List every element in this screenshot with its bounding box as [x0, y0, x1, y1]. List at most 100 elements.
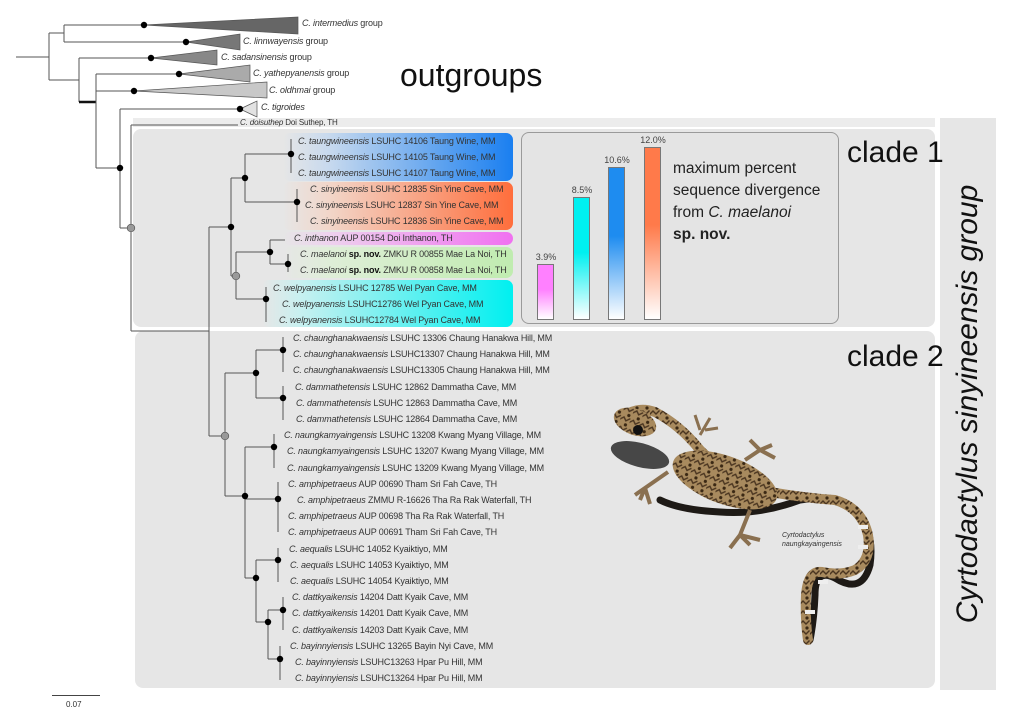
species-name: C. bayinnyiensis: [295, 673, 359, 683]
support-node-dot: [274, 556, 282, 564]
group-suffix: group: [326, 68, 350, 78]
support-node-dot: [241, 174, 249, 182]
support-node-dot: [276, 655, 284, 663]
tip-label: C. taungwineensis LSUHC 14106 Taung Wine…: [298, 135, 496, 147]
specimen-locality: LSUHC 13208 Kwang Myang Village, MM: [379, 430, 541, 440]
support-node-dot: [252, 574, 260, 582]
species-name: C. amphipetraeus: [288, 527, 357, 537]
collapsed-clade-triangle: [239, 100, 258, 118]
specimen-locality: LSUHC13305 Chaung Hanakwa Hill, MM: [390, 365, 550, 375]
specimen-locality: LSUHC 14106 Taung Wine, MM: [371, 136, 496, 146]
legend-line-1: maximum percent: [673, 160, 797, 177]
support-node-dot: [293, 198, 301, 206]
specimen-locality: LSUHC 12862 Dammatha Cave, MM: [372, 382, 517, 392]
support-node-dot: [130, 87, 138, 95]
specimen-locality: LSUHC 14053 Kyaiktiyo, MM: [335, 560, 449, 570]
tip-label: C. dattkyaikensis 14203 Datt Kyaik Cave,…: [292, 624, 468, 636]
support-node-dot: [175, 70, 183, 78]
specimen-locality: LSUHC 14107 Taung Wine, MM: [371, 168, 496, 178]
specimen-locality: LSUHC 12837 Sin Yine Cave, MM: [365, 200, 499, 210]
specimen-locality: LSUHC 14052 Kyaiktiyo, MM: [334, 544, 448, 554]
support-node-dot: [264, 618, 272, 626]
specimen-locality: LSUHC 12835 Sin Yine Cave, MM: [370, 184, 504, 194]
species-name: C. doisuthep: [240, 118, 284, 127]
tip-label: C. aequalis LSUHC 14054 Kyaiktiyo, MM: [290, 575, 449, 587]
tip-label: C. dammathetensis LSUHC 12863 Dammatha C…: [296, 397, 517, 409]
tip-label: C. welpyanensis LSUHC12784 Wel Pyan Cave…: [279, 314, 481, 326]
highlight-sinyineensis: [283, 182, 513, 230]
tip-label: C. sinyineensis LSUHC 12836 Sin Yine Cav…: [310, 215, 504, 227]
support-node-dot: [279, 606, 287, 614]
outgroup-label-linnwayensis: C. linnwayensis group: [243, 35, 328, 47]
legend-prefix: from: [673, 204, 709, 221]
doisuthep-strip: [133, 118, 935, 127]
specimen-locality: LSUHC 12836 Sin Yine Cave, MM: [370, 216, 504, 226]
species-name: C. tigroides: [261, 102, 305, 112]
species-name: C. amphipetraeus: [288, 511, 357, 521]
highlight-taungwineensis: [283, 133, 513, 181]
bar-value-label: 8.5%: [571, 185, 593, 196]
tip-label: C. aequalis LSUHC 14053 Kyaiktiyo, MM: [290, 559, 449, 571]
legend-line-4: sp. nov.: [673, 226, 731, 243]
specimen-locality: LSUHC13264 Hpar Pu Hill, MM: [360, 673, 483, 683]
species-name: C. sinyineensis: [305, 200, 364, 210]
species-name: C. aequalis: [290, 560, 334, 570]
outgroup-label-yathepyanensis: C. yathepyanensis group: [253, 67, 349, 79]
species-name: C. linnwayensis: [243, 36, 304, 46]
support-node-dot: [274, 495, 282, 503]
weak-support-node-dot: [220, 431, 230, 441]
species-name: C. naungkamyaingensis: [287, 446, 380, 456]
chart-legend: maximum percent sequence divergence from…: [673, 158, 820, 246]
specimen-locality: LSUHC12786 Wel Pyan Cave, MM: [347, 299, 484, 309]
specimen-locality: LSUHC 12863 Dammatha Cave, MM: [373, 398, 518, 408]
outgroup-label-sadansinensis: C. sadansinensis group: [221, 51, 312, 63]
tip-label: C. dammathetensis LSUHC 12864 Dammatha C…: [296, 413, 517, 425]
species-name: C. dattkyaikensis: [292, 625, 358, 635]
tip-label: C. chaunghanakwaensis LSUHC13305 Chaung …: [293, 364, 550, 376]
support-node-dot: [270, 443, 278, 451]
support-node-dot: [227, 223, 235, 231]
tip-label: C. naungkamyaingensis LSUHC 13209 Kwang …: [287, 462, 544, 474]
group-suffix: group: [360, 18, 383, 28]
species-name: C. yathepyanensis: [253, 68, 325, 78]
outgroup-label-oldhmai: C. oldhmai group: [269, 84, 335, 96]
specimen-locality: 14204 Datt Kyaik Cave, MM: [359, 592, 469, 602]
specimen-locality: 14201 Datt Kyaik Cave, MM: [359, 608, 469, 618]
species-name: C. sinyineensis: [310, 184, 369, 194]
caption-line-1: Cyrtodactylus: [782, 532, 825, 539]
support-node-dot: [182, 38, 190, 46]
outgroup-label-tigroides: C. tigroides: [261, 101, 305, 113]
outgroup-label-intermedius: C. intermedius group: [302, 17, 383, 29]
support-node-dot: [140, 21, 148, 29]
group-suffix: group: [289, 52, 312, 62]
specimen-locality: LSUHC 12785 Wel Pyan Cave, MM: [338, 283, 477, 293]
divergence-bar: [537, 263, 554, 320]
species-name: C. inthanon: [294, 233, 339, 243]
gecko-photo: [610, 404, 875, 645]
species-name: C. intermedius: [302, 18, 358, 28]
bar-value-label: 3.9%: [535, 251, 557, 262]
divergence-bar: [573, 197, 590, 320]
specimen-locality: AUP 00690 Tham Sri Fah Cave, TH: [358, 479, 498, 489]
support-node-dot: [279, 394, 287, 402]
specimen-locality: 14203 Datt Kyaik Cave, MM: [359, 625, 469, 635]
tip-label: C. amphipetraeus ZMMU R-16626 Tha Ra Rak…: [297, 494, 531, 506]
clade1-title: clade 1: [847, 136, 944, 169]
specimen-locality: LSUHC 13306 Chaung Hanakwa Hill, MM: [390, 333, 553, 343]
tip-label: C. chaunghanakwaensis LSUHC13307 Chaung …: [293, 348, 550, 360]
support-node-dot: [284, 260, 292, 268]
tip-label: C. bayinnyiensis LSUHC13263 Hpar Pu Hill…: [295, 656, 483, 668]
support-node-dot: [147, 54, 155, 62]
specimen-locality: LSUHC 13207 Kwang Myang Village, MM: [382, 446, 544, 456]
tip-label: C. amphipetraeus AUP 00691 Tham Sri Fah …: [288, 526, 497, 538]
group-suffix: group: [312, 85, 336, 95]
locality: Doi Suthep, TH: [285, 118, 338, 127]
tip-label: C. amphipetraeus AUP 00698 Tha Ra Rak Wa…: [288, 510, 504, 522]
collapsed-clade-triangle: [178, 64, 251, 83]
caption-line-2: naungkayaingensis: [782, 541, 842, 548]
legend-line-2: sequence divergence: [673, 182, 821, 199]
legend-line-3: from C. maelanoi: [673, 202, 820, 224]
group-label-panel: [940, 118, 996, 690]
highlight-inthanon: [283, 232, 513, 245]
